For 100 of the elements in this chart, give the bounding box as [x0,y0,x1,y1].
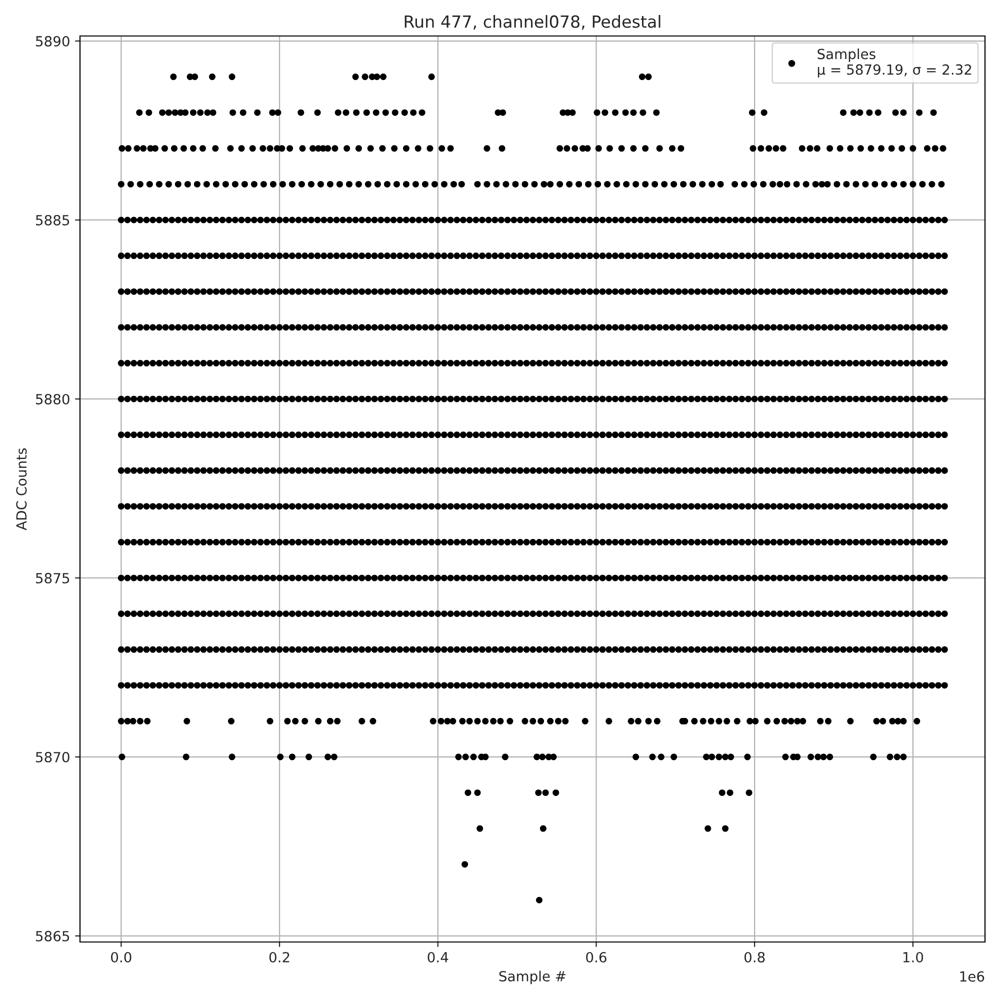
point [362,74,368,80]
point [197,109,204,116]
point [502,754,508,760]
point [136,109,143,116]
point [874,109,882,116]
point [410,109,417,116]
point [298,109,304,116]
point [464,789,472,796]
point [462,754,469,760]
point [722,825,729,832]
point [228,74,236,80]
y-tick-label: 5865 [36,930,70,942]
point [539,754,546,760]
point [744,754,751,760]
point [230,109,236,116]
point [118,754,126,760]
point [916,109,923,116]
point [808,754,814,760]
point [894,754,900,760]
point [204,109,211,116]
point [210,109,216,116]
point [704,825,712,832]
point [640,109,646,116]
point [380,74,387,80]
point [866,109,873,116]
point [254,109,261,116]
point [886,754,894,760]
point [612,109,618,116]
point [930,109,937,116]
point [870,754,877,760]
point [550,754,557,760]
point [240,109,246,116]
point [352,74,359,80]
point [330,754,338,760]
point [820,754,827,760]
point [372,109,380,116]
legend-label: Samples μ = 5879.19, σ = 2.32 [818,48,972,78]
point [482,754,489,760]
point [718,789,726,796]
y-tick-label: 5875 [36,572,70,584]
point [190,109,196,116]
point [658,754,664,760]
point [760,109,768,116]
point [594,109,600,116]
point [455,754,462,760]
point [670,754,678,760]
point [170,74,177,80]
text: 1e6 [960,971,984,982]
point [552,789,560,796]
point [850,109,857,116]
chart-title: Run 477, channel078, Pedestal [404,15,660,30]
point [269,109,276,116]
point [374,74,380,80]
point [288,754,296,760]
point [653,109,660,116]
point [535,789,542,796]
point [274,109,282,116]
point [722,754,729,760]
point [182,109,189,116]
point [401,109,408,116]
x-tick-label: 0.8 [744,952,765,962]
point [632,754,640,760]
y-axis-title: ADC Counts [16,448,27,530]
point [542,789,549,796]
point [540,825,546,832]
point [418,109,426,116]
point [794,754,801,760]
x-tick-label: 0.0 [111,952,132,962]
point [470,754,477,760]
point [826,754,834,760]
point [645,74,652,80]
point [728,754,734,760]
point [342,109,350,116]
point [192,74,198,80]
x-tick-label: 1.0 [903,952,924,962]
point [228,754,236,760]
point [306,754,312,760]
point [382,109,389,116]
x-tick-label: 0.2 [269,952,290,962]
point [165,109,172,116]
point [622,109,629,116]
point [746,789,752,796]
point [569,109,576,116]
point [748,109,756,116]
y-tick-label: 5870 [36,752,70,762]
point [602,109,608,116]
point [708,754,716,760]
point [814,754,822,760]
point [324,754,332,760]
point [892,109,899,116]
y-tick-label: 5880 [36,394,70,404]
point [392,109,398,116]
point [428,74,435,80]
point [476,825,484,832]
point [649,754,656,760]
point [536,896,542,904]
point [500,109,506,116]
y-tick-label: 5885 [36,214,70,226]
point [856,109,864,116]
point [314,109,321,116]
